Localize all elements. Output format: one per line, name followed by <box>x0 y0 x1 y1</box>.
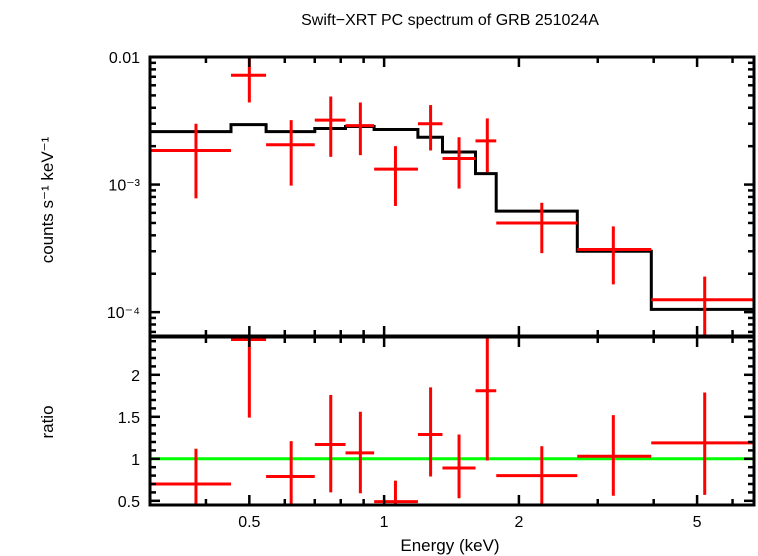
data-point <box>314 96 346 157</box>
ratio-point <box>150 448 231 505</box>
model-step-line <box>150 123 754 311</box>
y-axis-label-ratio: ratio <box>38 405 57 438</box>
y-tick-label: 10⁻⁴ <box>107 305 140 322</box>
ratio-frame <box>148 335 756 507</box>
ratio-point <box>475 337 497 461</box>
y-tick-label: 1 <box>131 452 140 469</box>
y-tick-label: 2 <box>131 368 140 385</box>
data-point <box>266 120 315 186</box>
x-tick-label: 2 <box>514 514 523 531</box>
x-tick-label: 5 <box>693 514 702 531</box>
x-tick-label: 1 <box>380 514 389 531</box>
ratio-point <box>496 446 578 505</box>
ratio-point <box>345 411 375 494</box>
data-point <box>417 105 443 151</box>
ratio-point <box>417 387 443 477</box>
y-axis-label-spectrum: counts s⁻¹ keV⁻¹ <box>38 136 57 263</box>
y-tick-label: 0.5 <box>118 494 140 511</box>
x-tick-label: 0.5 <box>238 514 260 531</box>
data-point <box>345 102 375 156</box>
ratio-point <box>314 394 346 493</box>
ratio-point <box>577 415 652 496</box>
data-point <box>374 146 418 206</box>
ratio-point <box>230 337 267 418</box>
chart-title: Swift−XRT PC spectrum of GRB 251024A <box>301 12 599 29</box>
ratio-point <box>266 441 315 505</box>
data-point <box>150 123 231 199</box>
y-tick-label: 0.01 <box>109 50 140 67</box>
data-point <box>475 118 497 173</box>
spectrum-frame <box>148 55 756 338</box>
ratio-point <box>651 392 754 495</box>
x-axis-label: Energy (keV) <box>400 536 499 555</box>
data-point <box>496 202 578 254</box>
ratio-panel: 0.5 1 1.5 2 0.5 1 2 5 <box>118 335 756 531</box>
data-point <box>577 226 652 285</box>
y-tick-label: 1.5 <box>118 410 140 427</box>
ratio-point <box>442 434 476 499</box>
spectrum-panel: 0.01 10⁻³ 10⁻⁴ <box>107 50 756 338</box>
ratio-point <box>374 480 418 505</box>
y-tick-label: 10⁻³ <box>108 178 140 195</box>
data-point <box>442 137 476 189</box>
data-point <box>651 276 754 336</box>
